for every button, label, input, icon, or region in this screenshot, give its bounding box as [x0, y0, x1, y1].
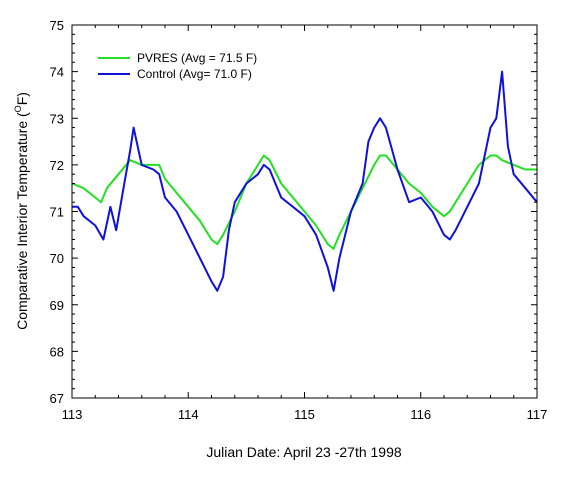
legend-label-control: Control (Avg= 71.0 F): [137, 67, 252, 81]
y-tick-label: 74: [50, 65, 64, 80]
y-tick-label: 71: [50, 205, 64, 220]
y-axis-title-prefix: Comparative Interior Temperature (: [14, 112, 30, 330]
x-axis-title: Julian Date: April 23 -27th 1998: [206, 444, 402, 460]
y-axis-title-superscript: O: [13, 105, 23, 112]
legend-label-pvres: PVRES (Avg = 71.5 F): [137, 51, 257, 65]
y-axis-title: Comparative Interior Temperature (OF): [13, 92, 30, 330]
tick-labels-layer: 113 114 115 116 117 67 68 69 70 71 72 73 74 75: [50, 18, 548, 422]
x-tick-label: 116: [410, 407, 431, 422]
y-tick-label: 75: [50, 18, 64, 33]
x-tick-label: 117: [527, 407, 548, 422]
x-tick-label: 115: [294, 407, 315, 422]
legend: PVRES (Avg = 71.5 F) Control (Avg= 71.0 …: [98, 51, 257, 81]
x-tick-label: 114: [178, 407, 199, 422]
series-line-pvres: [71, 154, 537, 250]
y-tick-label: 72: [50, 158, 64, 173]
x-tick-label: 113: [62, 407, 83, 422]
y-tick-label: 67: [50, 391, 64, 406]
series-line-control: [72, 70, 538, 292]
y-tick-label: 70: [50, 251, 64, 266]
y-tick-label: 68: [50, 344, 64, 359]
y-tick-label: 73: [50, 111, 64, 126]
ticks-layer: [71, 24, 538, 399]
y-axis-title-suffix: F): [14, 92, 30, 105]
series-layer: [71, 70, 538, 292]
y-tick-label: 69: [50, 298, 64, 313]
